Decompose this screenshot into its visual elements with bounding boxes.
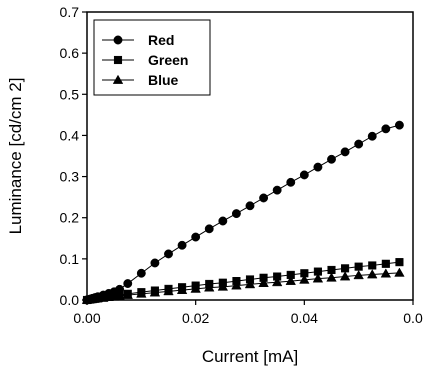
- data-point-blue: [244, 279, 256, 289]
- x-tick-label: 0.0: [403, 310, 423, 326]
- data-point-blue: [190, 283, 201, 293]
- data-point-blue: [136, 288, 147, 298]
- y-axis-title: Luminance [cd/cm 2]: [6, 78, 25, 235]
- data-point-blue: [122, 289, 133, 299]
- legend: Red Green Blue: [93, 19, 211, 96]
- data-point-blue: [176, 284, 188, 294]
- data-point-blue: [271, 277, 283, 287]
- x-axis-title: Current [mA]: [202, 347, 298, 366]
- y-tick-label: 0.2: [60, 210, 80, 226]
- series-line-blue: [86, 272, 400, 301]
- data-point-blue: [326, 272, 337, 282]
- y-tick-label: 0.6: [60, 45, 80, 61]
- data-point-red: [394, 120, 404, 130]
- data-point-green: [395, 258, 404, 267]
- data-point-blue: [312, 273, 324, 283]
- data-point-green: [354, 262, 363, 271]
- data-point-blue: [353, 270, 364, 280]
- data-point-red: [340, 147, 350, 157]
- legend-label-red: Red: [148, 32, 174, 48]
- series-line-red: [86, 124, 400, 301]
- data-point-red: [231, 209, 241, 219]
- data-point-red: [259, 193, 269, 203]
- legend-marker-red: [113, 35, 123, 45]
- data-point-green: [341, 264, 350, 273]
- legend-label-blue: Blue: [148, 72, 179, 88]
- data-point-red: [381, 124, 391, 134]
- data-point-red: [123, 279, 133, 288]
- data-point-blue: [217, 281, 229, 291]
- y-tick-label: 0.1: [60, 251, 80, 267]
- data-point-red: [218, 216, 228, 226]
- data-point-red: [204, 224, 214, 234]
- data-point-blue: [149, 287, 161, 297]
- legend-marker-blue: [112, 74, 124, 84]
- data-point-blue: [339, 271, 351, 281]
- x-tick-label: 0.02: [182, 310, 209, 326]
- data-point-blue: [380, 268, 392, 278]
- data-point-blue: [394, 267, 405, 277]
- data-point-red: [367, 131, 377, 141]
- data-point-red: [354, 139, 364, 149]
- data-point-red: [150, 258, 160, 268]
- plot-frame: [86, 11, 414, 301]
- data-point-red: [327, 154, 336, 164]
- data-point-green: [381, 259, 390, 268]
- data-point-red: [272, 185, 282, 195]
- y-tick-label: 0.4: [60, 127, 80, 143]
- data-point-blue: [204, 282, 215, 292]
- data-point-red: [177, 240, 187, 250]
- y-tick-label: 0.7: [60, 4, 80, 20]
- data-point-blue: [231, 280, 242, 290]
- data-point-green: [368, 261, 377, 270]
- data-point-red: [245, 201, 255, 211]
- data-point-red: [191, 232, 201, 242]
- x-tick-label: 0.00: [73, 310, 100, 326]
- legend-label-green: Green: [148, 52, 188, 68]
- data-point-red: [313, 162, 323, 172]
- legend-box: [93, 19, 211, 96]
- data-point-blue: [258, 277, 269, 287]
- data-point-red: [286, 177, 296, 187]
- data-point-blue: [285, 275, 296, 285]
- data-point-red: [299, 170, 309, 180]
- y-tick-label: 0.0: [60, 292, 80, 308]
- data-point-blue: [299, 274, 310, 284]
- data-point-blue: [163, 286, 174, 296]
- data-point-blue: [367, 269, 378, 279]
- x-tick-label: 0.04: [291, 310, 318, 326]
- data-point-red: [136, 268, 146, 278]
- y-tick-label: 0.5: [60, 86, 80, 102]
- y-tick-label: 0.3: [60, 169, 80, 185]
- data-point-red: [164, 249, 173, 259]
- legend-marker-green: [113, 55, 123, 65]
